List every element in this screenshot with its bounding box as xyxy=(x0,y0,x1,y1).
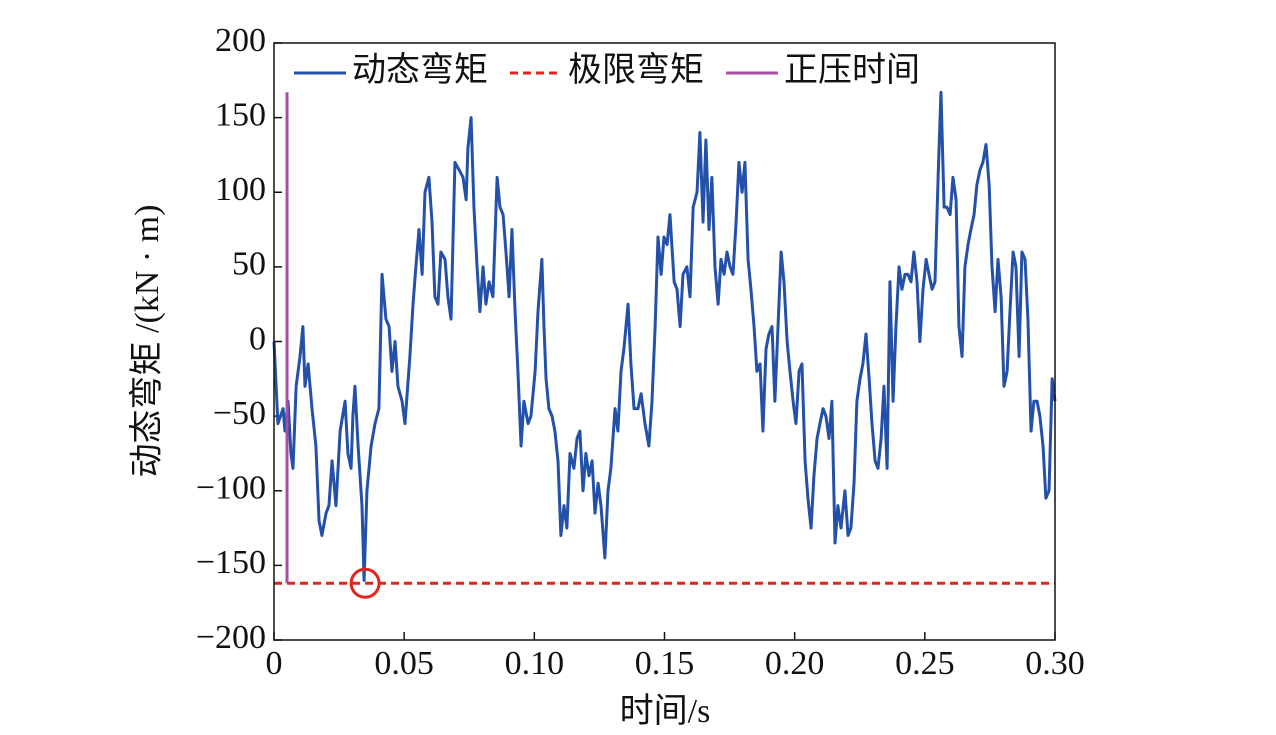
y-tick-label: −150 xyxy=(196,544,266,581)
legend-label: 极限弯矩 xyxy=(568,51,704,89)
y-tick-label: −100 xyxy=(196,470,266,507)
x-tick-label: 0.10 xyxy=(505,645,565,682)
x-tick-label: 0.05 xyxy=(374,645,434,682)
plot-frame xyxy=(273,42,1056,641)
x-tick-label: 0 xyxy=(266,645,283,682)
highlight-marker xyxy=(349,567,381,599)
y-tick-label: 0 xyxy=(249,320,266,357)
x-tick-label: 0.15 xyxy=(635,645,695,682)
y-axis-label: 动态弯矩 /(kN · m) xyxy=(128,205,166,478)
y-tick-label: 150 xyxy=(215,96,266,133)
x-tick-label: 0.20 xyxy=(765,645,825,682)
legend-label: 正压时间 xyxy=(784,52,920,89)
x-tick-label: 0.25 xyxy=(895,645,955,682)
y-tick-label: 200 xyxy=(215,22,266,59)
legend-label: 动态弯矩 xyxy=(352,51,488,89)
y-tick-label: 100 xyxy=(215,171,266,208)
legend: 动态弯矩 极限弯矩 正压时间 xyxy=(294,51,920,89)
x-axis-label: 时间/s xyxy=(620,693,711,730)
y-tick-label: 50 xyxy=(232,246,266,283)
y-tick-label: −200 xyxy=(196,619,266,656)
series-line xyxy=(272,90,1057,582)
y-tick-label: −50 xyxy=(213,395,266,432)
x-tick-label: 0.30 xyxy=(1025,645,1085,682)
